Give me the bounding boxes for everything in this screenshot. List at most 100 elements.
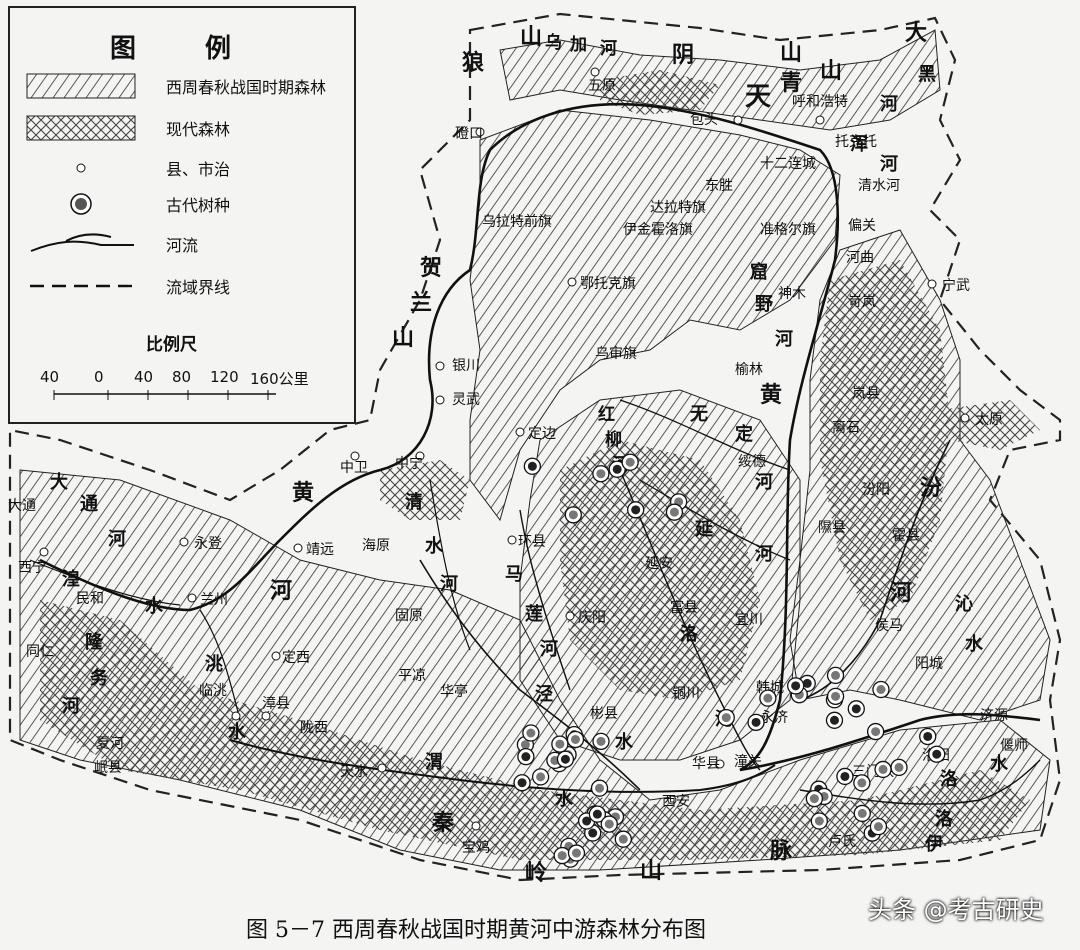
tree-species-icon-core — [588, 828, 598, 838]
svg-text:绥德: 绥德 — [738, 454, 766, 470]
tree-species-icon-core — [802, 678, 812, 688]
qing-shui-river — [429, 479, 471, 651]
svg-text:汾阳: 汾阳 — [862, 482, 890, 498]
ancient-forest-ordos — [469, 109, 841, 522]
svg-text:漳县: 漳县 — [262, 695, 290, 712]
svg-text:河: 河 — [108, 529, 126, 550]
tree-species-icon-core — [560, 754, 570, 764]
svg-text:山: 山 — [520, 24, 542, 50]
svg-text:太原: 太原 — [975, 412, 1003, 428]
tree-species-icon-core — [520, 740, 530, 750]
svg-text:潼关: 潼关 — [734, 753, 762, 770]
svg-text:西宁: 西宁 — [18, 559, 46, 576]
tree-species-icon-core — [526, 728, 536, 738]
tree-species-icon-core — [555, 739, 565, 749]
svg-text:山: 山 — [780, 40, 802, 66]
watermark: 头条 @考古研史 — [868, 896, 1044, 924]
svg-text:野: 野 — [755, 294, 773, 315]
tree-species-icon-core — [857, 808, 867, 818]
svg-text:岭: 岭 — [525, 860, 547, 886]
svg-text:延安: 延安 — [645, 556, 673, 572]
svg-text:靖远: 靖远 — [306, 542, 334, 558]
svg-text:马: 马 — [505, 564, 523, 585]
modern-forest-loess — [560, 440, 760, 700]
tree-species-icon-core — [596, 736, 606, 746]
svg-text:铜川: 铜川 — [672, 686, 700, 702]
scale-bar-line — [53, 390, 276, 400]
tree-species-icon-core — [851, 704, 861, 714]
svg-text:渭: 渭 — [425, 752, 443, 773]
svg-text:离石: 离石 — [832, 419, 860, 436]
legend-label: 流域界线 — [166, 278, 231, 297]
svg-text:乌: 乌 — [545, 32, 562, 53]
svg-text:水: 水 — [425, 535, 444, 557]
svg-text:红: 红 — [598, 404, 615, 425]
svg-text:阴: 阴 — [672, 42, 694, 68]
svg-text:水: 水 — [228, 721, 247, 743]
scale-tick-label: 160公里 — [250, 370, 309, 388]
svg-text:河: 河 — [62, 696, 80, 717]
svg-text:山: 山 — [820, 58, 842, 84]
scale-label: 比例尺 — [146, 335, 197, 355]
svg-text:青: 青 — [780, 70, 802, 96]
svg-text:山: 山 — [640, 858, 662, 884]
svg-text:固原: 固原 — [395, 608, 423, 624]
luo-river-north — [619, 469, 761, 771]
svg-text:陇西: 陇西 — [300, 720, 328, 736]
svg-text:河: 河 — [270, 578, 292, 604]
tree-species-icon-core — [894, 762, 904, 772]
svg-text:灵武: 灵武 — [452, 392, 480, 408]
svg-text:平凉: 平凉 — [398, 668, 426, 684]
tree-species-icon-core — [604, 819, 614, 829]
legend-row-boundary: 流域界线 — [26, 270, 230, 302]
svg-text:准格尔旗: 准格尔旗 — [760, 222, 816, 238]
svg-text:洮: 洮 — [205, 653, 223, 675]
tree-species-icon-core — [631, 505, 641, 515]
cross-hatch-icon — [26, 115, 136, 141]
legend-label: 河流 — [166, 236, 199, 255]
tree-species-icon-core — [568, 510, 578, 520]
svg-text:偃师: 偃师 — [1000, 737, 1028, 754]
svg-text:阳城: 阳城 — [915, 656, 943, 672]
svg-text:磴口: 磴口 — [455, 126, 483, 142]
legend-label: 县、市治 — [166, 160, 231, 179]
svg-text:西安: 西安 — [662, 794, 690, 810]
svg-text:包头: 包头 — [690, 112, 718, 128]
svg-text:秦: 秦 — [431, 810, 455, 836]
svg-text:兰州: 兰州 — [200, 592, 228, 608]
svg-text:天水: 天水 — [340, 764, 368, 780]
tree-species-icon-core — [582, 816, 592, 826]
malian-river — [519, 509, 571, 691]
svg-text:侯马: 侯马 — [875, 618, 903, 634]
tree-species-icon-core — [876, 684, 886, 694]
svg-text:华亭: 华亭 — [440, 683, 468, 700]
tree-species-icon-core — [721, 713, 731, 723]
tao-river — [199, 609, 241, 721]
svg-text:伊金霍洛旗: 伊金霍洛旗 — [623, 222, 693, 238]
tree-species-icon-core — [831, 691, 841, 701]
wuding-river — [619, 399, 791, 471]
svg-text:清: 清 — [405, 492, 423, 513]
legend-row-ancient-forest: 西周春秋战国时期森林 — [26, 70, 326, 102]
tree-species-icon-core — [557, 851, 567, 861]
svg-text:岚县: 岚县 — [852, 386, 880, 402]
svg-text:河: 河 — [540, 639, 558, 660]
svg-text:永济: 永济 — [760, 710, 788, 726]
scale-tick-label: 120 — [210, 368, 239, 386]
svg-text:乌拉特前旗: 乌拉特前旗 — [482, 213, 552, 230]
tree-species-icon-core — [669, 507, 679, 517]
place-markers: 五原 包头 呼和浩特 托克托 十二连城 清水河 偏关 河曲 宁武 磴口 乌拉特前… — [8, 67, 1028, 856]
svg-text:天: 天 — [745, 82, 771, 112]
svg-text:大通: 大通 — [8, 498, 36, 514]
svg-text:泾: 泾 — [535, 683, 553, 705]
svg-text:河: 河 — [440, 574, 458, 595]
yan-river — [639, 479, 791, 561]
legend-row-river: 河流 — [26, 228, 198, 260]
svg-text:汾: 汾 — [920, 475, 942, 501]
tree-species-clusters — [513, 453, 946, 868]
svg-text:大: 大 — [50, 471, 68, 493]
svg-text:岷县: 岷县 — [94, 760, 122, 776]
svg-text:黄: 黄 — [292, 480, 314, 506]
tree-species-icon-core — [932, 749, 942, 759]
